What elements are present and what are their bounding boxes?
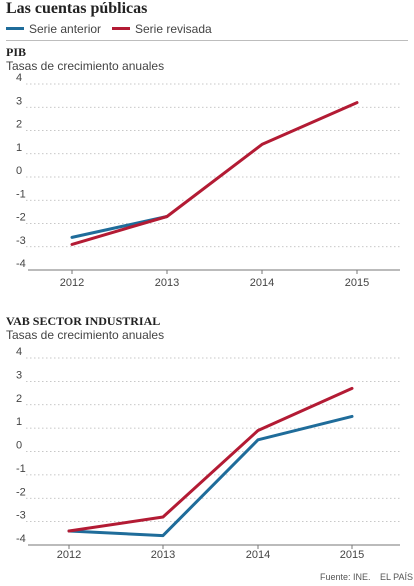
legend-swatch-serie-revisada [112,27,130,31]
y-tick-label-4: 4 [16,72,22,84]
footer-brand: EL PAÍS [380,572,414,582]
header-divider [6,40,408,41]
series-line-serie-revisada [70,101,359,246]
x-tick-label-2013: 2013 [151,549,175,561]
legend-item-serie-anterior: Serie anterior [6,22,101,36]
x-tick-label-2014: 2014 [250,277,274,289]
y-tick-label--3: -3 [16,510,26,522]
x-tick-label-2015: 2015 [340,549,364,561]
y-tick-label-3: 3 [16,369,22,381]
legend-swatch-serie-anterior [6,27,24,31]
legend-label-serie-anterior: Serie anterior [29,22,102,36]
legend-item-serie-revisada: Serie revisada [112,22,212,36]
x-tick-label-2015: 2015 [345,277,369,289]
y-tick-label--3: -3 [16,235,26,247]
y-tick-label--4: -4 [16,533,26,545]
chart-pib: 4 3 2 1 0 -1 -2 -3 -4 2012 2013 2014 2015 [16,72,400,289]
y-tick-label-3: 3 [16,95,22,107]
chart-1-title: PIB [6,45,27,59]
chart-2-title: VAB SECTOR INDUSTRIAL [6,314,161,328]
x-tick-label-2012: 2012 [57,549,81,561]
y-tick-label-2: 2 [16,119,22,131]
y-tick-label-1: 1 [16,142,22,154]
chart-1-subtitle: Tasas de crecimiento anuales [6,59,165,73]
y-tick-label--2: -2 [16,486,26,498]
y-tick-label--1: -1 [16,463,26,475]
y-tick-label-0: 0 [16,165,22,177]
chart-2-subtitle: Tasas de crecimiento anuales [6,328,165,342]
y-tick-label--1: -1 [16,188,26,200]
footer-source: Fuente: INE. [320,572,371,582]
series-line-serie-revisada [67,386,354,533]
legend-label-serie-revisada: Serie revisada [135,22,212,36]
x-tick-label-2013: 2013 [155,277,179,289]
x-tick-label-2012: 2012 [60,277,84,289]
x-tick-label-2014: 2014 [246,549,270,561]
page-title: Las cuentas públicas [6,0,148,17]
y-tick-label--2: -2 [16,212,26,224]
y-tick-label-4: 4 [16,346,22,358]
y-tick-label-0: 0 [16,440,22,452]
y-tick-label--4: -4 [16,258,26,270]
y-tick-label-2: 2 [16,393,22,405]
series-line-serie-anterior [67,414,354,538]
y-tick-label-1: 1 [16,416,22,428]
